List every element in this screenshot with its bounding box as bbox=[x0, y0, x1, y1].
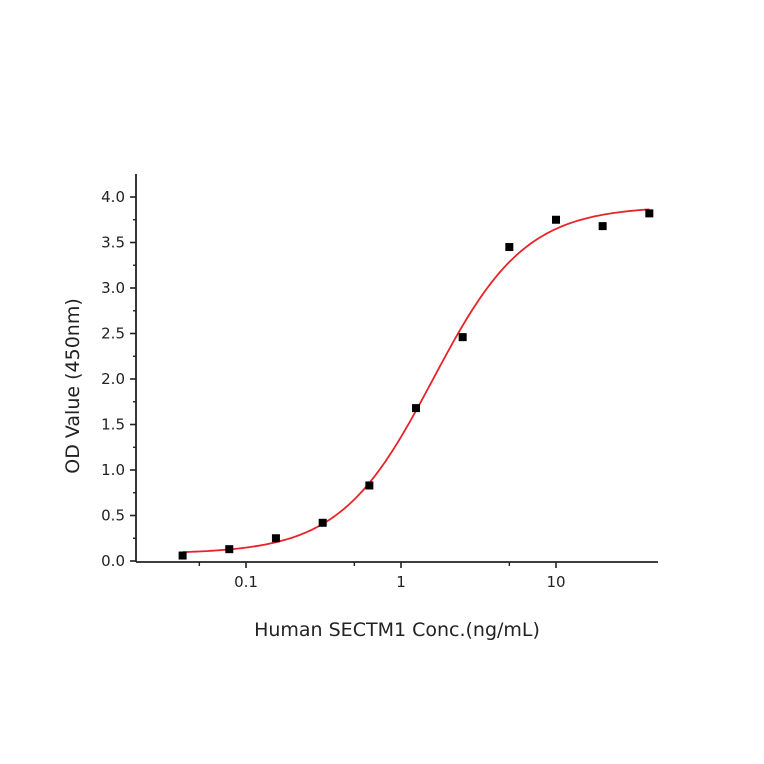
x-tick-label: 0.1 bbox=[234, 573, 258, 591]
y-tick-label: 2.0 bbox=[101, 370, 125, 388]
data-point bbox=[645, 209, 654, 218]
x-axis-title: Human SECTM1 Conc.(ng/mL) bbox=[254, 619, 540, 641]
data-point bbox=[225, 545, 234, 554]
x-tick-label: 1 bbox=[396, 573, 406, 591]
y-tick-label: 1.5 bbox=[101, 416, 125, 434]
y-tick-label: 4.0 bbox=[101, 188, 125, 206]
x-axis-ticks: 0.1 1 10 bbox=[198, 562, 566, 591]
x-tick-label: 10 bbox=[546, 573, 565, 591]
y-tick-label: 2.5 bbox=[101, 325, 125, 343]
data-points bbox=[178, 209, 654, 560]
data-point bbox=[365, 481, 374, 490]
y-tick-label: 3.0 bbox=[101, 279, 125, 297]
data-point bbox=[318, 518, 327, 527]
data-point bbox=[458, 333, 467, 342]
y-axis-title: OD Value (450nm) bbox=[62, 298, 84, 473]
data-point bbox=[505, 243, 514, 252]
y-tick-label: 0.0 bbox=[101, 552, 125, 570]
y-axis-ticks: 0.0 0.5 1.0 1.5 2.0 2.5 3.0 3.5 4.0 bbox=[101, 188, 136, 570]
y-tick-label: 3.5 bbox=[101, 234, 125, 252]
data-point bbox=[412, 404, 421, 413]
y-tick-label: 1.0 bbox=[101, 461, 125, 479]
axes bbox=[135, 174, 658, 563]
y-tick-label: 0.5 bbox=[101, 507, 125, 525]
data-point bbox=[271, 534, 280, 543]
data-point bbox=[178, 551, 187, 560]
data-point bbox=[552, 215, 560, 224]
data-point bbox=[598, 222, 607, 231]
fit-curve bbox=[182, 208, 650, 554]
